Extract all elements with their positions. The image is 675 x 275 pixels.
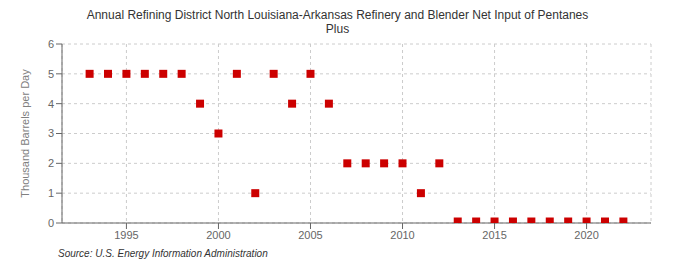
svg-text:0: 0 — [48, 217, 54, 229]
svg-text:4: 4 — [48, 98, 54, 110]
html-text:Plus: Plus — [325, 22, 350, 36]
svg-text:2000: 2000 — [206, 229, 230, 241]
html-text:Annual Refining District North: Annual Refining District North Louisiana… — [86, 8, 589, 22]
svg-text:Thousand Barrels per Day: Thousand Barrels per Day — [19, 69, 31, 198]
svg-text:2: 2 — [48, 157, 54, 169]
svg-text:1995: 1995 — [114, 229, 138, 241]
svg-text:6: 6 — [48, 38, 54, 50]
svg-text:2015: 2015 — [482, 229, 506, 241]
svg-text:3: 3 — [48, 127, 54, 139]
svg-text:2020: 2020 — [574, 229, 598, 241]
html-text:Source: U.S. Energy Informatio: Source: U.S. Energy Information Administ… — [58, 248, 268, 259]
svg-text:1: 1 — [48, 187, 54, 199]
svg-text:5: 5 — [48, 68, 54, 80]
svg-text:2005: 2005 — [298, 229, 322, 241]
svg-text:2010: 2010 — [390, 229, 414, 241]
